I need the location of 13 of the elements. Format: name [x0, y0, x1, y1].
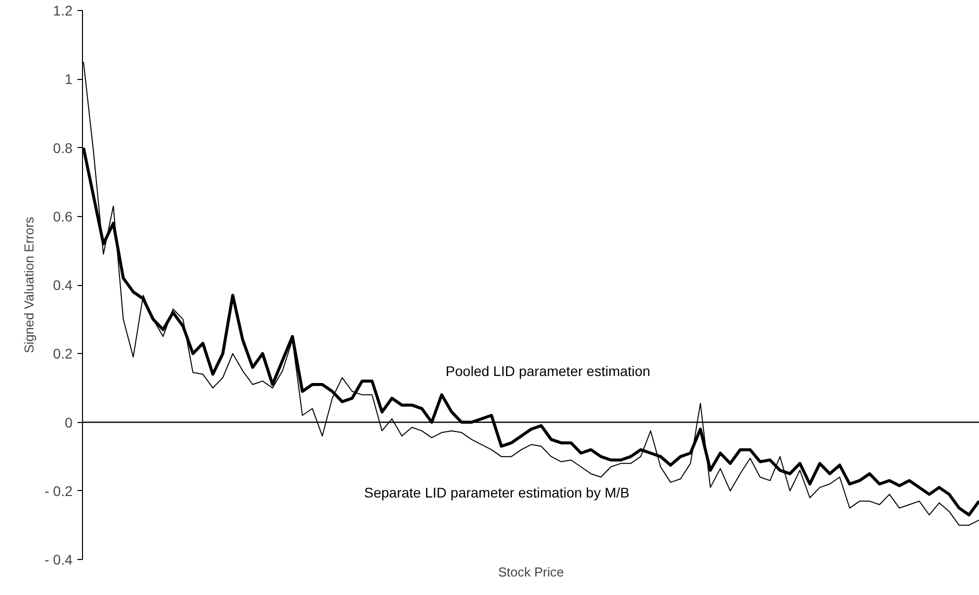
y-tick-label: 0	[64, 414, 73, 430]
y-tick-label: - 0.4	[44, 552, 73, 568]
y-tick-label: 1	[64, 71, 73, 88]
y-tick-label: 0.2	[53, 346, 73, 362]
y-tick-label: 0.6	[53, 208, 73, 224]
series-label: Pooled LID parameter estimation	[446, 362, 650, 379]
y-tick-label: 0.8	[53, 140, 73, 156]
y-tick-label: - 0.2	[44, 482, 73, 499]
x-axis-title: Stock Price	[498, 564, 564, 580]
y-tick-label: 0.4	[53, 277, 73, 293]
y-tick-label: 1.2	[53, 2, 73, 18]
series-label: Separate LID parameter estimation by M/B	[364, 484, 630, 501]
y-axis-title: Signed Valuation Errors	[21, 216, 36, 354]
